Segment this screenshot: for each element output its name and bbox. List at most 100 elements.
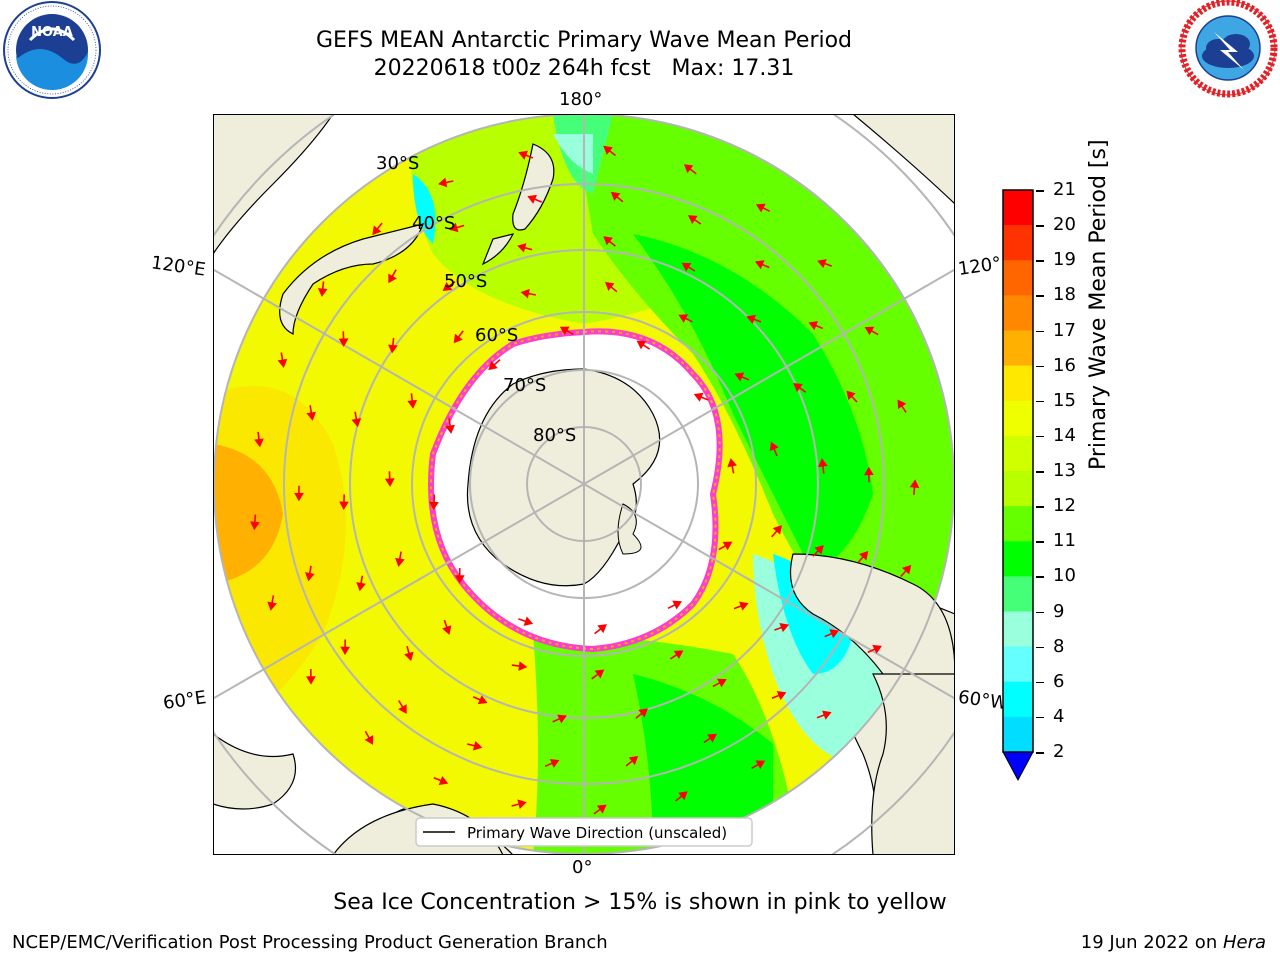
wave-arrow-head [739,601,749,611]
colorbar-tick-mark [1036,576,1044,578]
lat-label-40s: 40°S [412,213,455,234]
colorbar-tick-label: 4 [1053,705,1065,727]
colorbar-tick-label: 12 [1053,495,1076,517]
wave-arrow-head [317,288,328,297]
footer-date: 19 Jun 2022 on [1080,932,1223,953]
colorbar-tick-mark [1036,752,1044,754]
antarctica-land [466,368,661,587]
colorbar-extend-arrow [1002,751,1034,782]
wave-arrow-head [754,260,765,270]
colorbar-tick-mark [1036,295,1044,297]
colorbar-tick-mark [1036,365,1044,368]
wave-arrow-head [438,776,449,786]
wave-arrow-head [776,691,787,701]
colorbar-tick-label: 19 [1053,249,1076,271]
colorbar-segment [1003,330,1033,367]
map-panel: 30°S 40°S 50°S 60°S 70°S 80°S Primary Wa… [213,114,955,855]
wave-arrow-head [734,372,745,382]
colorbar-segment [1003,190,1033,226]
colorbar-tick-mark [1036,260,1044,262]
wave-arrow-head [384,478,395,487]
colorbar-segment [1003,541,1033,577]
wave-arrow-head [517,243,527,253]
colorbar-segment [1003,681,1033,718]
colorbar-tick-mark [1036,611,1044,613]
lon-label-right-upper: 120° [956,253,1003,280]
wave-arrow-head [818,458,828,468]
wave-arrow-head [518,661,528,671]
colorbar-segment [1003,400,1033,437]
wave-arrow-head [687,215,698,225]
wave-arrow-head [520,288,530,299]
colorbar-tick-label: 6 [1053,670,1065,692]
wave-arrow-head [596,804,607,814]
wave-arrow-head [442,625,452,635]
map-legend: Primary Wave Direction (unscaled) [415,817,753,847]
wave-arrow-head [351,418,362,428]
wave-arrow-head [673,650,684,659]
wave-arrow-head [395,557,405,567]
colorbar-tick-mark [1036,400,1044,403]
colorbar-tick-mark [1036,471,1044,473]
wave-arrow-head [277,358,288,368]
wave-arrow-head [846,390,856,401]
wave-arrow-head [372,225,382,236]
lon-label-left-lower: 60°E [161,687,208,714]
wave-arrow-head [594,669,605,679]
colorbar-tick-mark [1036,716,1044,719]
wave-arrow-head [488,360,498,371]
wave-arrow-head [603,145,613,155]
wave-arrow-head [340,646,350,656]
wave-arrow-head [716,678,727,688]
colorbar-tick-mark [1036,330,1044,332]
wave-arrow-head [755,203,766,213]
wave-arrow-head [305,676,316,685]
wave-arrow-head [814,545,824,555]
wave-arrow-head [772,525,782,535]
wave-arrow-head [872,644,882,654]
colorbar-tick-mark [1036,225,1044,227]
wave-arrow-head [638,708,648,718]
wave-arrow-head [254,438,264,448]
wave-arrow-head [808,321,819,331]
wave-arrow-head [527,194,537,204]
wave-arrow-head [250,521,260,531]
wave-arrow-head [559,326,570,336]
footer-host: Hera [1222,932,1266,953]
lat-label-50s: 50°S [444,271,487,292]
colorbar-tick-mark [1036,506,1044,508]
wave-arrow-head [442,282,453,291]
lat-label-80s: 80°S [533,425,576,446]
colorbar-segment [1003,365,1033,402]
wave-arrow-head [864,466,874,476]
colorbar-segment [1003,611,1033,648]
wave-arrow-head [707,733,717,743]
wave-arrow-head [746,314,756,324]
wave-arrow-head [445,424,455,434]
wave-arrow-head [793,383,803,393]
sea-ice-note: Sea Ice Concentration > 15% is shown in … [333,890,947,915]
wave-arrow-head [822,710,832,720]
wave-arrow-head [453,333,463,344]
colorbar-tick-mark [1036,681,1044,684]
wave-direction-arrows [250,145,920,815]
wave-arrow-head [404,651,414,662]
colorbar-tick-mark [1036,435,1044,438]
legend-label: Primary Wave Direction (unscaled) [467,824,727,842]
wave-arrow-head [306,411,317,421]
wave-arrow-head [477,695,488,705]
wave-arrow-head [597,624,607,634]
wave-arrow-head [817,259,827,269]
colorbar-tick-label: 15 [1053,389,1076,411]
lon-label-top: 180° [559,89,603,110]
wave-arrow-head [681,262,692,272]
wave-arrow-head [356,582,366,592]
lat-label-30s: 30°S [376,153,419,174]
lat-label-60s: 60°S [475,325,518,346]
wave-arrow-head [398,704,407,714]
wave-arrow-head [678,314,689,323]
lon-label-bottom: 0° [572,857,593,878]
colorbar-segment [1003,506,1033,542]
wave-arrow-head [610,191,621,201]
wave-arrow-head [549,758,560,768]
